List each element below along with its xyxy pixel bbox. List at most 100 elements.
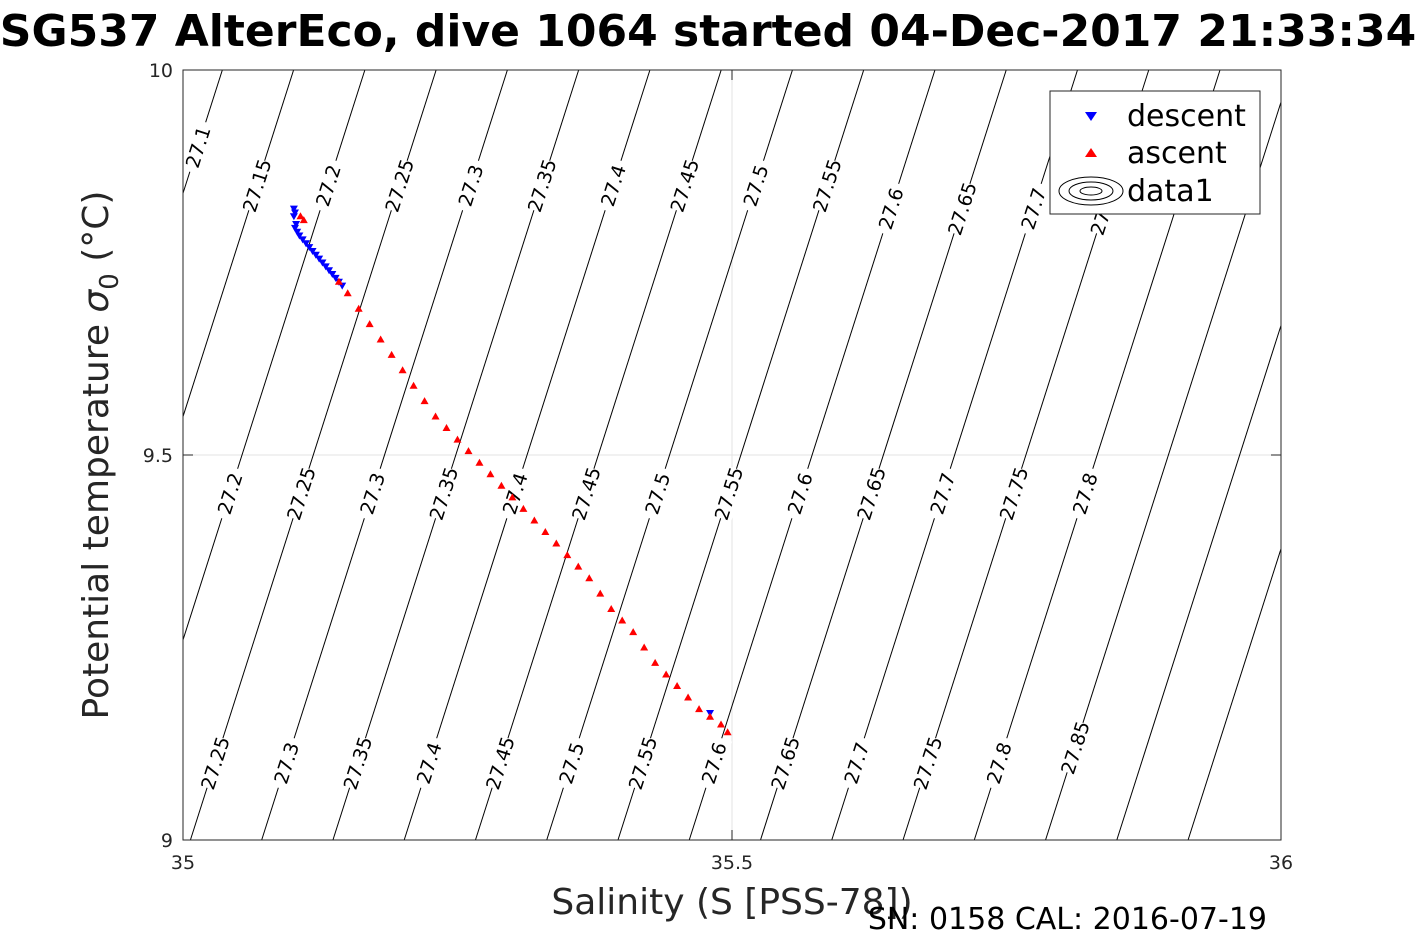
ascent-point bbox=[629, 628, 638, 636]
descent-point bbox=[328, 271, 337, 279]
isopycnal-line bbox=[1116, 325, 1282, 841]
y-axis-label: Potential temperature σ0 (°C) bbox=[76, 191, 125, 720]
contour-label-bg bbox=[852, 465, 890, 522]
contour-label-bg bbox=[238, 157, 276, 214]
ascent-point bbox=[486, 470, 495, 478]
contour-label-bg bbox=[737, 157, 774, 214]
contour-label-bg bbox=[665, 157, 703, 214]
ascent-point bbox=[585, 574, 594, 582]
contour-label-bg bbox=[872, 180, 910, 237]
descent-point bbox=[289, 213, 298, 221]
y-tick-label: 9 bbox=[161, 830, 173, 852]
ascent-point bbox=[334, 277, 343, 285]
legend: descent ascent data1 bbox=[1049, 90, 1261, 215]
contour-label-bg bbox=[594, 157, 632, 214]
descent-point bbox=[289, 205, 298, 213]
ascent-point bbox=[453, 435, 462, 443]
footer-calibration: SN: 0158 CAL: 2016-07-19 bbox=[868, 902, 1267, 937]
y-axis-label-suffix: (°C) bbox=[76, 191, 117, 274]
contour-label-bg bbox=[1014, 180, 1052, 237]
contour-label-bg bbox=[837, 734, 875, 792]
ascent-point bbox=[673, 682, 682, 689]
contour-label-bg bbox=[624, 734, 661, 792]
ascent-point bbox=[343, 289, 352, 297]
ascent-point bbox=[475, 458, 484, 466]
descent-point bbox=[325, 267, 334, 275]
descent-point bbox=[321, 263, 330, 271]
ascent-point bbox=[530, 516, 539, 524]
ascent-point bbox=[552, 539, 561, 547]
contour-label-bg bbox=[909, 734, 946, 792]
x-axis-ticks: 35 35.5 36 bbox=[171, 70, 1293, 874]
contour-label-bg bbox=[995, 465, 1032, 522]
contour-label-bg bbox=[496, 465, 534, 522]
descent-point bbox=[301, 240, 310, 248]
descent-point bbox=[293, 228, 302, 236]
grid-lines bbox=[183, 70, 1281, 840]
ascent-point bbox=[706, 712, 715, 720]
ascent-point bbox=[607, 605, 616, 612]
contour-label-bg bbox=[781, 465, 819, 522]
contour-label-bg bbox=[638, 465, 676, 522]
ascent-point bbox=[354, 304, 363, 312]
contour-label-bg bbox=[567, 465, 605, 522]
y-axis-ticks: 9 9.5 10 bbox=[143, 60, 1281, 852]
y-axis-label-symbol: σ bbox=[76, 289, 117, 313]
ascent-point bbox=[651, 658, 660, 666]
ascent-point bbox=[695, 705, 704, 713]
legend-box bbox=[1049, 90, 1261, 215]
contour-label-bg bbox=[710, 465, 747, 522]
contour-label-bg bbox=[766, 734, 804, 792]
ascent-point bbox=[296, 212, 305, 220]
ascent-point bbox=[409, 381, 418, 389]
descent-point bbox=[308, 247, 317, 255]
contour-label-bg bbox=[943, 180, 981, 237]
ascent-point bbox=[497, 481, 506, 489]
data-points bbox=[289, 205, 732, 736]
contour-label-bg bbox=[481, 734, 519, 792]
contour-label-bg bbox=[1066, 465, 1104, 522]
legend-ascent-marker bbox=[1085, 148, 1097, 157]
contour-label-bg bbox=[410, 734, 448, 792]
ascent-point bbox=[442, 424, 451, 432]
descent-point bbox=[292, 221, 301, 228]
contour-label-bg bbox=[282, 465, 320, 522]
contour-label-bg bbox=[552, 734, 590, 792]
legend-ascent-label: ascent bbox=[1127, 136, 1227, 171]
y-axis-label-prefix: Potential temperature bbox=[76, 313, 117, 720]
ascent-point bbox=[365, 320, 374, 328]
ascent-point bbox=[723, 728, 732, 736]
contour-label-bg bbox=[923, 465, 961, 522]
y-axis-label-subscript: 0 bbox=[95, 273, 125, 290]
contour-label-bg bbox=[179, 118, 217, 176]
ascent-point bbox=[387, 350, 396, 358]
isopycnal-line bbox=[182, 69, 295, 417]
x-tick-label: 36 bbox=[1269, 852, 1293, 874]
ascent-point bbox=[563, 551, 572, 559]
ascent-point bbox=[299, 216, 308, 224]
ascent-point bbox=[640, 643, 649, 651]
contour-label-bg bbox=[211, 465, 249, 522]
contour-label-bg bbox=[309, 157, 347, 214]
descent-point bbox=[290, 224, 299, 232]
descent-point bbox=[295, 232, 304, 240]
descent-point bbox=[290, 209, 299, 217]
legend-contour-icon bbox=[1058, 176, 1124, 206]
contour-label-bg bbox=[196, 734, 234, 792]
ascent-point bbox=[431, 412, 440, 420]
legend-data1-label: data1 bbox=[1127, 174, 1214, 209]
contour-label-bg bbox=[808, 157, 846, 214]
descent-point bbox=[305, 244, 314, 252]
contour-label-bg bbox=[452, 157, 489, 214]
contour-label-bg bbox=[980, 734, 1018, 792]
ascent-point bbox=[464, 447, 473, 455]
ascent-point bbox=[398, 366, 407, 374]
y-tick-label: 9.5 bbox=[143, 445, 173, 467]
legend-descent-marker bbox=[1085, 112, 1097, 121]
ascent-point bbox=[596, 589, 605, 597]
descent-point bbox=[318, 259, 327, 267]
ascent-point bbox=[519, 504, 528, 512]
legend-descent-label: descent bbox=[1127, 99, 1246, 134]
contour-label-bg bbox=[353, 465, 391, 522]
